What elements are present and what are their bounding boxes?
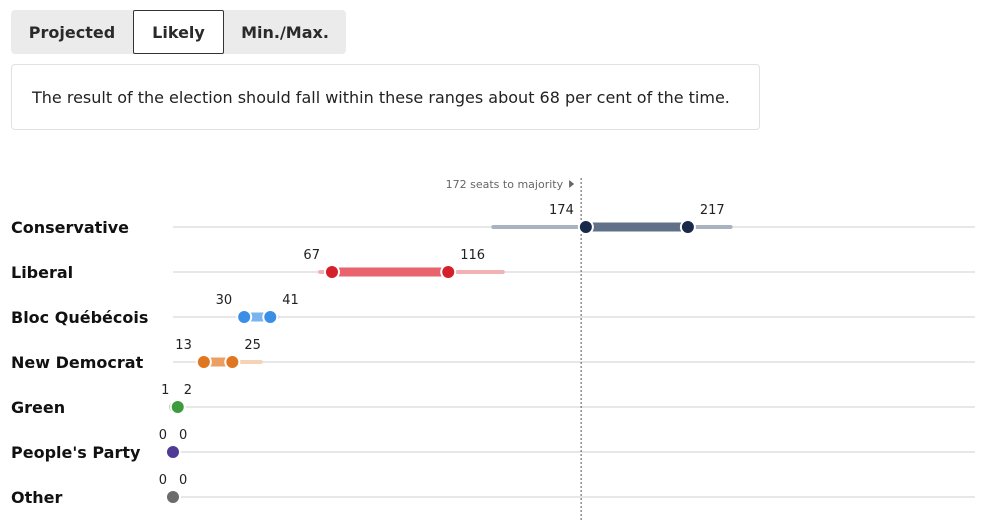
high-marker [679,219,696,235]
low-marker [236,309,253,325]
party-label-liberal: Liberal [11,263,73,282]
high-value-label: 0 [179,428,187,443]
high-value-label: 217 [700,203,725,218]
low-value-label: 174 [549,203,574,218]
high-value-label: 41 [282,293,299,308]
party-label-new-democrat: New Democrat [11,353,144,372]
high-marker [169,399,186,415]
high-marker [440,264,457,280]
low-value-label: 13 [175,338,192,353]
high-value-label: 0 [179,473,187,488]
low-marker [165,444,181,460]
description-box: The result of the election should fall w… [11,64,760,130]
low-value-label: 67 [303,248,320,263]
low-marker [577,219,594,235]
high-marker [262,309,279,325]
low-marker [165,489,181,505]
tab-likely[interactable]: Likely [133,10,224,54]
party-label-other: Other [11,488,62,507]
low-marker [195,354,212,370]
view-tabs: Projected Likely Min./Max. [11,10,346,54]
party-label-bloc-qu-b-cois: Bloc Québécois [11,308,148,327]
party-label-conservative: Conservative [11,218,129,237]
party-label-people-s-party: People's Party [11,443,141,462]
party-label-green: Green [11,398,65,417]
tab-min-max[interactable]: Min./Max. [241,22,329,42]
high-value-label: 25 [244,338,261,353]
low-value-label: 0 [159,473,167,488]
low-value-label: 0 [159,428,167,443]
description-text: The result of the election should fall w… [32,87,730,107]
majority-label: 172 seats to majority [446,178,564,191]
tab-projected[interactable]: Projected [28,22,116,42]
high-marker [224,354,241,370]
low-marker [323,264,340,280]
majority-arrow-icon [569,180,575,188]
low-value-label: 30 [216,293,233,308]
low-value-label: 1 [161,383,169,398]
high-value-label: 2 [184,383,192,398]
high-value-label: 116 [460,248,485,263]
